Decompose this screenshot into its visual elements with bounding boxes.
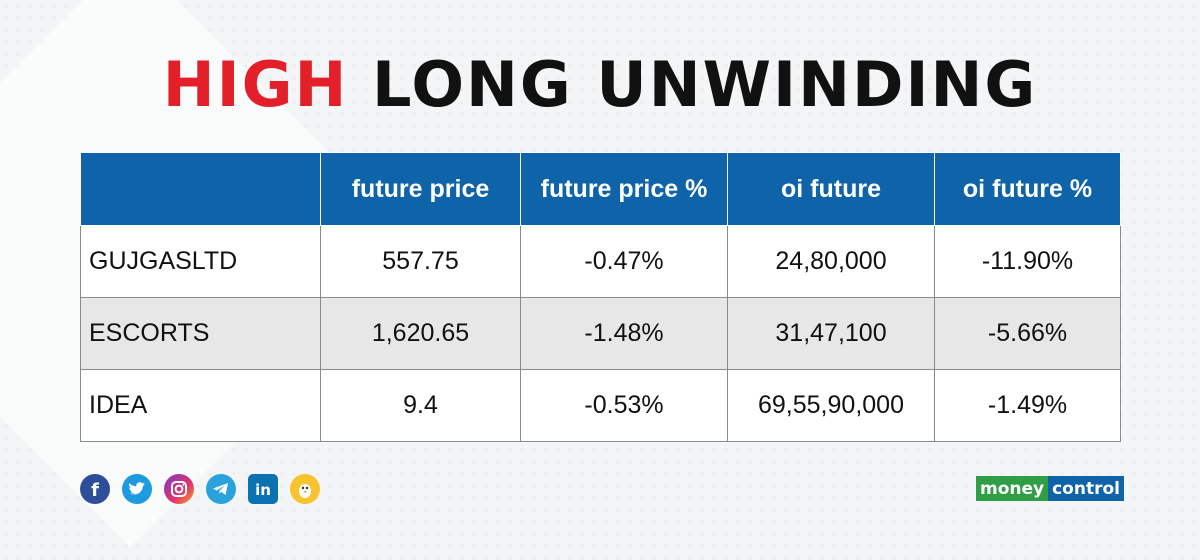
header-future-price-pct: future price % [520,152,728,226]
cell-future-price: 9.4 [320,369,521,442]
logo-control: control [1048,476,1124,501]
cell-symbol: IDEA [80,369,321,442]
twitter-icon[interactable] [122,474,152,504]
cell-oi-future: 31,47,100 [727,297,935,370]
linkedin-icon[interactable]: in [248,474,278,504]
cell-oi-future-pct: -5.66% [934,297,1121,370]
telegram-icon[interactable] [206,474,236,504]
cell-future-price-pct: -1.48% [520,297,728,370]
cell-oi-future: 24,80,000 [727,225,935,298]
facebook-icon[interactable]: f [80,474,110,504]
table-header-row: future price future price % oi future oi… [80,152,1121,226]
header-oi-future-pct: oi future % [934,152,1121,226]
svg-text:in: in [255,481,271,499]
table-row: IDEA 9.4 -0.53% 69,55,90,000 -1.49% [80,369,1121,442]
title-highlight: HIGH [162,48,349,121]
cell-symbol: ESCORTS [80,297,321,370]
long-unwinding-table: future price future price % oi future oi… [80,152,1121,442]
page-title: HIGH LONG UNWINDING [0,48,1200,122]
logo-money: money [976,476,1049,501]
moneycontrol-logo: money control [976,476,1124,501]
koo-icon[interactable] [290,474,320,504]
cell-future-price: 557.75 [320,225,521,298]
table-row: GUJGASLTD 557.75 -0.47% 24,80,000 -11.90… [80,225,1121,298]
svg-text:f: f [91,480,99,501]
cell-oi-future-pct: -11.90% [934,225,1121,298]
cell-future-price: 1,620.65 [320,297,521,370]
social-links: f in [80,474,320,504]
title-main: LONG UNWINDING [372,48,1038,121]
cell-symbol: GUJGASLTD [80,225,321,298]
cell-future-price-pct: -0.53% [520,369,728,442]
header-symbol [80,152,321,226]
instagram-icon[interactable] [164,474,194,504]
header-future-price: future price [320,152,521,226]
cell-oi-future-pct: -1.49% [934,369,1121,442]
header-oi-future: oi future [727,152,935,226]
cell-oi-future: 69,55,90,000 [727,369,935,442]
table-row: ESCORTS 1,620.65 -1.48% 31,47,100 -5.66% [80,297,1121,370]
cell-future-price-pct: -0.47% [520,225,728,298]
